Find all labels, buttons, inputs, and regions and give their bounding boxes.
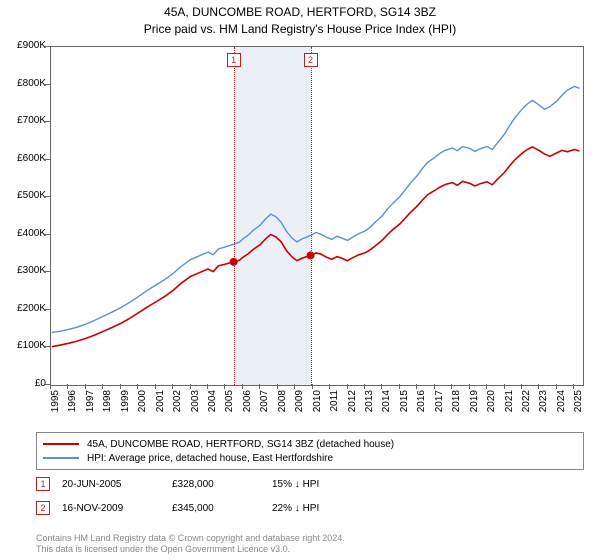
- x-tick-label: 2025: [573, 390, 584, 426]
- sale-row-1: 1 20-JUN-2005 £328,000 15% ↓ HPI: [36, 476, 362, 492]
- sale-diff-2: 22% ↓ HPI: [272, 503, 362, 514]
- x-tick-label: 1998: [102, 390, 113, 426]
- legend: 45A, DUNCOMBE ROAD, HERTFORD, SG14 3BZ (…: [36, 432, 584, 470]
- series-price_paid: [52, 147, 580, 347]
- x-tick-label: 2016: [416, 390, 427, 426]
- x-tick-label: 2020: [486, 390, 497, 426]
- y-tick-label: £400K: [0, 228, 46, 239]
- x-tick-label: 2004: [207, 390, 218, 426]
- sale-row-2: 2 16-NOV-2009 £345,000 22% ↓ HPI: [36, 500, 362, 516]
- x-tick-label: 2001: [155, 390, 166, 426]
- x-tick-label: 2007: [259, 390, 270, 426]
- x-tick-label: 1997: [85, 390, 96, 426]
- x-tick-label: 2024: [556, 390, 567, 426]
- sale-price-1: £328,000: [172, 479, 272, 490]
- x-tick-label: 2005: [224, 390, 235, 426]
- legend-swatch-hpi: [43, 457, 79, 459]
- x-tick-label: 2019: [469, 390, 480, 426]
- sale-line-marker: 2: [304, 53, 318, 67]
- sale-line-marker: 1: [227, 53, 241, 67]
- series-hpi: [52, 86, 580, 332]
- chart-container: 45A, DUNCOMBE ROAD, HERTFORD, SG14 3BZ P…: [0, 0, 600, 560]
- footer-line-2: This data is licensed under the Open Gov…: [36, 544, 584, 556]
- y-tick-label: £100K: [0, 340, 46, 351]
- chart-title: 45A, DUNCOMBE ROAD, HERTFORD, SG14 3BZ P…: [0, 0, 600, 38]
- y-tick-label: £900K: [0, 40, 46, 51]
- x-tick-label: 2006: [242, 390, 253, 426]
- sale-date-2: 16-NOV-2009: [62, 503, 172, 514]
- x-tick-label: 2012: [347, 390, 358, 426]
- legend-row-price: 45A, DUNCOMBE ROAD, HERTFORD, SG14 3BZ (…: [43, 437, 577, 451]
- x-tick-label: 2013: [364, 390, 375, 426]
- x-tick-label: 2008: [277, 390, 288, 426]
- x-tick-label: 2014: [381, 390, 392, 426]
- x-tick-label: 2002: [172, 390, 183, 426]
- y-tick-label: £300K: [0, 265, 46, 276]
- footer-line-1: Contains HM Land Registry data © Crown c…: [36, 533, 584, 545]
- legend-label-price: 45A, DUNCOMBE ROAD, HERTFORD, SG14 3BZ (…: [87, 439, 394, 450]
- legend-swatch-price: [43, 443, 79, 445]
- x-tick-label: 2009: [294, 390, 305, 426]
- y-tick-label: £700K: [0, 115, 46, 126]
- title-line-2: Price paid vs. HM Land Registry's House …: [0, 21, 600, 38]
- x-tick-label: 1996: [67, 390, 78, 426]
- y-tick-label: £800K: [0, 78, 46, 89]
- y-tick-label: £500K: [0, 190, 46, 201]
- plot-area: 12: [50, 46, 584, 386]
- x-tick-label: 2017: [434, 390, 445, 426]
- sale-date-1: 20-JUN-2005: [62, 479, 172, 490]
- sale-diff-1: 15% ↓ HPI: [272, 479, 362, 490]
- x-tick-label: 1999: [120, 390, 131, 426]
- sale-marker-1: 1: [36, 477, 50, 491]
- x-tick-label: 1995: [50, 390, 61, 426]
- x-tick-label: 2023: [538, 390, 549, 426]
- x-tick-label: 2003: [190, 390, 201, 426]
- y-tick-label: £0: [0, 378, 46, 389]
- y-tick-label: £200K: [0, 303, 46, 314]
- legend-label-hpi: HPI: Average price, detached house, East…: [87, 453, 333, 464]
- x-tick-label: 2022: [521, 390, 532, 426]
- sale-price-2: £345,000: [172, 503, 272, 514]
- x-tick-label: 2018: [451, 390, 462, 426]
- footer-attribution: Contains HM Land Registry data © Crown c…: [36, 533, 584, 556]
- x-tick-label: 2000: [137, 390, 148, 426]
- y-tick-label: £600K: [0, 153, 46, 164]
- x-tick-label: 2011: [329, 390, 340, 426]
- sale-marker-2: 2: [36, 501, 50, 515]
- x-tick-label: 2021: [504, 390, 515, 426]
- x-tick-label: 2015: [399, 390, 410, 426]
- plot-svg: [51, 47, 583, 385]
- legend-row-hpi: HPI: Average price, detached house, East…: [43, 451, 577, 465]
- x-tick-label: 2010: [312, 390, 323, 426]
- title-line-1: 45A, DUNCOMBE ROAD, HERTFORD, SG14 3BZ: [0, 4, 600, 21]
